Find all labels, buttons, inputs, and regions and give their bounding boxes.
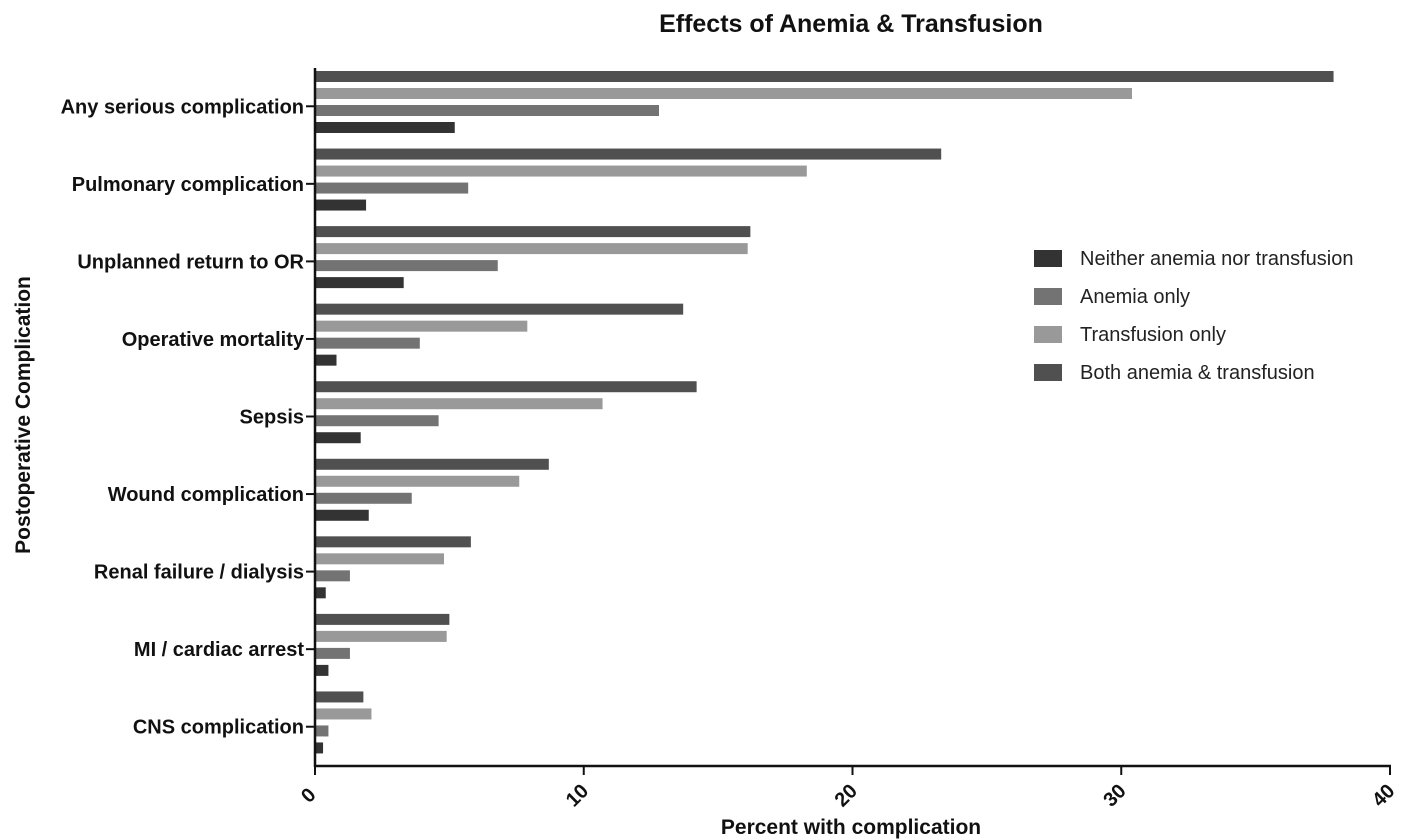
x-tick-label: 20 [831,780,862,811]
category-label: Wound complication [108,484,304,506]
x-tick-label: 40 [1368,780,1399,811]
bar [315,243,748,255]
bar [315,613,450,625]
bar [315,725,329,737]
category-label: MI / cardiac arrest [134,639,304,661]
x-tick-label: 0 [297,784,320,807]
axes-layer: Any serious complication Pulmonary compli… [61,68,1399,811]
legend-label: Transfusion only [1080,324,1226,346]
bar [315,647,350,659]
category-label: Sepsis [240,407,304,429]
category-label: Pulmonary complication [72,174,304,196]
category-label: CNS complication [133,717,304,739]
y-axis-label: Postoperative Complication [12,276,35,554]
bar [315,303,684,315]
bar [315,381,697,393]
bars-layer [315,71,1334,754]
category-label: Unplanned return to OR [77,251,304,273]
bar [315,105,659,116]
bar [315,71,1334,82]
category-label: Renal failure / dialysis [94,562,304,584]
bar [315,630,447,642]
x-tick-label: 30 [1099,780,1130,811]
legend-swatch [1034,364,1062,381]
legend: Neither anemia nor transfusion Anemia onl… [1034,248,1353,384]
legend-label: Both anemia & transfusion [1080,362,1315,384]
bar [315,260,498,272]
category-label: Operative mortality [122,329,305,351]
bar [315,398,603,410]
bar [315,742,324,754]
bar [315,226,751,238]
bar [315,536,471,548]
bar [315,277,404,289]
bar [315,432,361,444]
legend-label: Anemia only [1080,286,1190,308]
bar [315,122,455,133]
x-tick-label: 10 [562,780,593,811]
bar [315,320,528,332]
bar [315,509,369,521]
bar [315,88,1132,99]
bar [315,458,549,470]
bar [315,182,469,194]
legend-label: Neither anemia nor transfusion [1080,248,1353,270]
bar [315,148,942,160]
bar [315,492,412,504]
legend-swatch [1034,288,1062,305]
bar [315,553,444,565]
legend-swatch [1034,250,1062,267]
bar [315,570,350,582]
bar [315,337,420,349]
bar [315,354,337,366]
bar [315,415,439,427]
category-label: Any serious complication [61,96,304,118]
bar [315,587,326,599]
bar [315,691,364,703]
bar [315,664,329,676]
chart-title: Effects of Anemia & Transfusion [659,10,1043,38]
bar [315,475,520,487]
legend-swatch [1034,326,1062,343]
bar [315,708,372,720]
bar [315,199,367,211]
bar [315,165,807,177]
x-axis-label: Percent with complication [721,816,981,839]
